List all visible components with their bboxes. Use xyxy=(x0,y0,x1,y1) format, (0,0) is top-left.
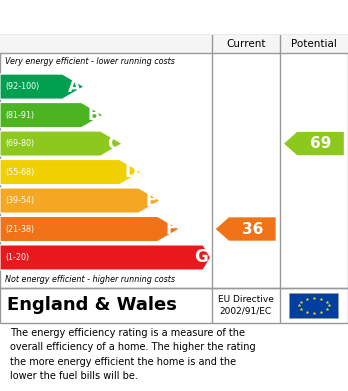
Text: (55-68): (55-68) xyxy=(5,168,34,177)
Text: Energy Efficiency Rating: Energy Efficiency Rating xyxy=(10,10,232,25)
Text: (21-38): (21-38) xyxy=(5,224,34,233)
Text: D: D xyxy=(125,163,138,181)
Polygon shape xyxy=(0,245,211,270)
Bar xyxy=(289,293,339,318)
Text: B: B xyxy=(88,106,100,124)
Text: EU Directive
2002/91/EC: EU Directive 2002/91/EC xyxy=(218,295,274,316)
Text: C: C xyxy=(107,135,119,152)
Polygon shape xyxy=(0,160,141,185)
Polygon shape xyxy=(284,132,344,155)
Text: Not energy efficient - higher running costs: Not energy efficient - higher running co… xyxy=(5,274,175,283)
Text: (81-91): (81-91) xyxy=(5,111,34,120)
Text: Potential: Potential xyxy=(291,39,337,49)
Text: F: F xyxy=(165,220,176,238)
Bar xyxy=(0,35,348,54)
Polygon shape xyxy=(0,188,160,213)
Text: A: A xyxy=(68,78,81,96)
Polygon shape xyxy=(0,74,84,99)
Polygon shape xyxy=(216,217,276,241)
Polygon shape xyxy=(0,217,179,242)
Text: Very energy efficient - lower running costs: Very energy efficient - lower running co… xyxy=(5,57,175,66)
Text: (69-80): (69-80) xyxy=(5,139,34,148)
Text: (1-20): (1-20) xyxy=(5,253,29,262)
Polygon shape xyxy=(0,131,122,156)
Text: Current: Current xyxy=(226,39,266,49)
Text: E: E xyxy=(146,192,157,210)
Text: (39-54): (39-54) xyxy=(5,196,34,205)
Text: 69: 69 xyxy=(310,136,331,151)
Polygon shape xyxy=(0,102,103,127)
Text: G: G xyxy=(194,249,208,267)
Text: The energy efficiency rating is a measure of the
overall efficiency of a home. T: The energy efficiency rating is a measur… xyxy=(10,328,256,381)
Text: (92-100): (92-100) xyxy=(5,82,39,91)
Text: England & Wales: England & Wales xyxy=(7,296,177,314)
Text: 36: 36 xyxy=(242,222,263,237)
